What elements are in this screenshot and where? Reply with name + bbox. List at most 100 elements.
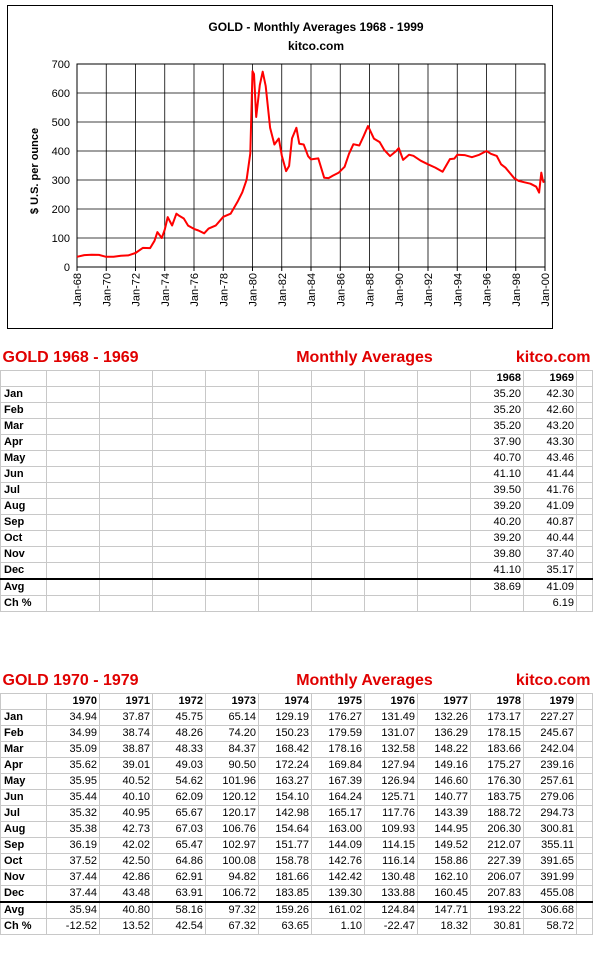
value-cell: 279.06 [523, 789, 577, 806]
value-cell: 39.80 [470, 546, 524, 563]
value-cell: 41.09 [523, 498, 577, 515]
row-label: Jul [0, 482, 47, 499]
empty-cell [152, 530, 206, 547]
value-cell: 120.12 [205, 789, 259, 806]
empty-cell [205, 418, 259, 435]
empty-cell [258, 386, 312, 403]
value-cell: 84.37 [205, 741, 259, 758]
value-cell: 64.86 [152, 853, 206, 870]
value-cell: 35.44 [46, 789, 100, 806]
value-cell: 40.20 [470, 514, 524, 531]
value-cell: 131.07 [364, 725, 418, 742]
empty-cell [575, 837, 593, 854]
value-cell: 455.08 [523, 885, 577, 903]
value-cell: 158.86 [417, 853, 471, 870]
empty-cell [258, 498, 312, 515]
value-cell: 39.20 [470, 530, 524, 547]
empty-cell [46, 578, 100, 596]
value-cell: 42.73 [99, 821, 153, 838]
empty-cell [364, 546, 418, 563]
empty-cell [417, 402, 471, 419]
value-cell: 188.72 [470, 805, 524, 822]
empty-cell [46, 386, 100, 403]
row-label: Jul [0, 805, 47, 822]
month-row: Feb 35.20 42.60 [0, 402, 593, 419]
y-tick-label: 500 [52, 117, 70, 129]
value-cell: 18.32 [417, 918, 471, 935]
value-cell: 40.10 [99, 789, 153, 806]
empty-cell [311, 466, 365, 483]
empty-cell [46, 370, 100, 387]
empty-cell [99, 578, 153, 596]
empty-cell [364, 450, 418, 467]
value-cell: 227.39 [470, 853, 524, 870]
value-cell: 117.76 [364, 805, 418, 822]
empty-cell [575, 773, 593, 790]
empty-cell [575, 853, 593, 870]
value-cell: 183.66 [470, 741, 524, 758]
average-row: Avg 35.94 40.80 58.16 97.32 159.26 161.02 124.8… [0, 901, 593, 919]
empty-cell [311, 562, 365, 580]
empty-cell [417, 434, 471, 451]
empty-cell [205, 466, 259, 483]
empty-cell [152, 578, 206, 596]
year-header: 1978 [470, 693, 524, 710]
empty-cell [575, 546, 593, 563]
empty-cell [99, 450, 153, 467]
table-site: kitco.com [515, 672, 591, 689]
row-label: Dec [0, 885, 47, 903]
row-label: Aug [0, 498, 47, 515]
empty-cell [575, 789, 593, 806]
empty-cell [417, 595, 471, 612]
value-cell: 142.98 [258, 805, 312, 822]
empty-cell [575, 514, 593, 531]
empty-cell [258, 402, 312, 419]
value-cell: 165.17 [311, 805, 365, 822]
empty-cell [205, 578, 259, 596]
empty-cell [364, 498, 418, 515]
month-row: Oct 39.20 40.44 [0, 530, 593, 547]
empty-cell [46, 595, 100, 612]
value-cell: 37.52 [46, 853, 100, 870]
empty-cell [364, 386, 418, 403]
table-subtitle-cell: Monthly Averages [259, 347, 471, 371]
empty-cell [46, 466, 100, 483]
value-cell: 40.95 [99, 805, 153, 822]
y-tick-label: 100 [52, 233, 70, 245]
empty-cell [258, 514, 312, 531]
empty-cell [205, 402, 259, 419]
value-cell: 154.64 [258, 821, 312, 838]
empty-cell [364, 370, 418, 387]
value-cell: 245.67 [523, 725, 577, 742]
value-cell: 62.91 [152, 869, 206, 886]
value-cell: -22.47 [364, 918, 418, 935]
average-row: Avg 38.69 41.09 [0, 578, 593, 596]
empty-cell [152, 370, 206, 387]
value-cell: 178.16 [311, 741, 365, 758]
value-cell: 49.03 [152, 757, 206, 774]
value-cell: 35.17 [523, 562, 577, 580]
empty-cell [152, 450, 206, 467]
value-cell: 161.02 [311, 901, 365, 919]
empty-cell [258, 578, 312, 596]
table-subtitle: Monthly Averages [296, 349, 433, 366]
empty-cell [205, 498, 259, 515]
value-cell: 62.09 [152, 789, 206, 806]
value-cell: 162.10 [417, 869, 471, 886]
empty-cell [99, 386, 153, 403]
x-tick-label: Jan-70 [101, 273, 113, 307]
value-cell: 143.39 [417, 805, 471, 822]
row-label: Mar [0, 418, 47, 435]
empty-cell [205, 386, 259, 403]
year-header: 1976 [364, 693, 418, 710]
month-row: Oct 37.52 42.50 64.86 100.08 158.78 142.76 116.… [0, 853, 593, 870]
empty-cell [205, 530, 259, 547]
row-label: Nov [0, 546, 47, 563]
value-cell: 40.52 [99, 773, 153, 790]
year-header: 1975 [311, 693, 365, 710]
empty-cell [364, 562, 418, 580]
value-cell: 38.69 [470, 578, 524, 596]
value-cell: 163.00 [311, 821, 365, 838]
month-row: Jun 35.44 40.10 62.09 120.12 154.10 164.24 125.… [0, 789, 593, 806]
value-cell: 300.81 [523, 821, 577, 838]
